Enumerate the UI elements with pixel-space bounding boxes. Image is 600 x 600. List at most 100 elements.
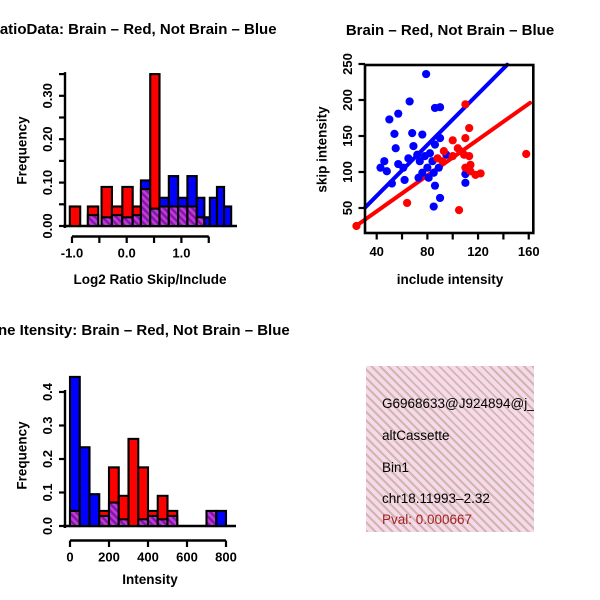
scatter-point-blue (391, 144, 400, 153)
histogram-bar (149, 73, 161, 228)
y-tick-label: 0.0 (40, 517, 55, 535)
y-tick-label: 0.20 (40, 127, 55, 152)
scatter-point-blue (405, 97, 414, 106)
x-tick-label: 160 (518, 244, 540, 259)
ratio-histogram-ylabel: Frequency (14, 116, 30, 185)
scatter-point-red (448, 136, 457, 145)
scatter-point-blue (400, 175, 409, 185)
ratio-histogram-xlabel: Log2 Ratio Skip/Include (73, 272, 227, 287)
histogram-overlap-bar (86, 214, 100, 228)
histogram-bar (127, 437, 140, 528)
scatter-point-blue (394, 109, 403, 118)
scatter-ylabel: skip intensity (314, 106, 330, 193)
ratio-histogram-title: RatioData: Brain – Red, Not Brain – Blue (0, 21, 277, 38)
x-tick-label: 0 (66, 550, 73, 565)
scatter-point-blue (429, 202, 438, 211)
histogram-overlap-bar (137, 518, 150, 528)
bin-text: Bin1 (382, 460, 410, 475)
scatter-point-red (438, 157, 447, 166)
histogram-overlap-bar (131, 214, 142, 228)
gene-intensity-histogram-xlabel: Intensity (122, 572, 178, 587)
y-tick-label: 0.10 (40, 170, 55, 195)
y-tick-label: 100 (340, 161, 355, 183)
x-tick-label: 120 (467, 244, 489, 259)
histogram-bar (208, 196, 219, 228)
x-tick-label: 800 (215, 550, 237, 565)
scatter-point-blue (415, 157, 424, 166)
scatter-point-red (352, 221, 361, 231)
histogram-overlap-bar (68, 509, 81, 528)
scatter-point-blue (409, 141, 418, 151)
gene-intensity-histogram-plot: 0.0 0.1 0.2 0.3 0.4 0 200 400 600 800 (40, 375, 237, 565)
histogram-bar (137, 466, 150, 528)
event-type-text: altCassette (382, 428, 450, 443)
scatter-point-red (448, 152, 457, 161)
x-tick-label: 600 (176, 550, 198, 565)
gene-annotation-box: G6968633@J924894@j_ altCassette Bin1 chr… (366, 366, 534, 532)
panel-gene-intensity-histogram: 0.0 0.1 0.2 0.3 0.4 0 200 400 600 800 Gene Itensi… (0, 300, 300, 600)
scatter-point-blue (414, 173, 423, 182)
scatter-point-blue (382, 167, 391, 176)
scatter-point-blue (461, 178, 470, 187)
histogram-overlap-bar (195, 216, 206, 228)
histogram-overlap-bar (149, 207, 161, 228)
histogram-overlap-bar (186, 205, 198, 228)
histogram-overlap-bar (177, 205, 189, 228)
x-tick-label: 200 (98, 550, 120, 565)
gene-intensity-histogram-ylabel: Frequency (14, 421, 30, 490)
scatter-point-red (454, 206, 464, 215)
scatter-point-red (465, 152, 474, 161)
scatter-point-blue (425, 149, 435, 158)
scatter-point-blue (385, 115, 394, 124)
scatter-title: Brain – Red, Not Brain – Blue (345, 22, 555, 39)
scatter-point-blue (404, 154, 413, 163)
y-tick-label: 0.1 (40, 483, 55, 501)
scatter-point-blue (422, 69, 431, 79)
scatter-point-red (465, 123, 474, 133)
y-tick-label: 0.00 (40, 213, 55, 238)
plot-box (363, 63, 535, 235)
y-tick-label: 200 (340, 89, 355, 111)
x-tick-label: -1.0 (61, 246, 83, 261)
histogram-overlap-bar (146, 514, 159, 528)
scatter-point-blue (429, 168, 438, 177)
scatter-point-blue (408, 129, 417, 138)
y-tick-label: 50 (340, 201, 355, 215)
scatter-point-blue (430, 140, 440, 149)
scatter-point-blue (418, 130, 427, 139)
histogram-bar (215, 509, 228, 528)
scatter-point-blue (434, 163, 443, 172)
pval-text: Pval: 0.000667 (382, 512, 473, 527)
histogram-bar (223, 205, 233, 228)
intensity-scatter-plot: 40 80 120 160 50 100 150 200 250 (340, 53, 540, 259)
histogram-bar (88, 493, 101, 528)
scatter-point-red (439, 147, 448, 156)
histogram-overlap-bar (98, 514, 111, 528)
gene-id-text: G6968633@J924894@j_ (382, 396, 534, 411)
scatter-point-blue (390, 129, 399, 138)
x-tick-label: 80 (420, 244, 434, 259)
scatter-point-blue (424, 173, 433, 182)
panel-annotation: G6968633@J924894@j_ altCassette Bin1 chr… (300, 300, 600, 600)
histogram-overlap-bar (121, 216, 134, 228)
y-tick-label: 0.30 (40, 83, 55, 108)
scatter-point-red (461, 100, 470, 109)
scatter-point-red (476, 169, 485, 178)
scatter-point-blue (430, 181, 440, 190)
scatter-point-red (403, 198, 412, 208)
y-tick-label: 150 (340, 125, 355, 147)
panel-ratio-histogram: 0.00 0.10 0.20 0.30 -1.0 0.0 1.0 RatioData: Br… (0, 0, 300, 300)
x-tick-label: 400 (137, 550, 159, 565)
y-tick-label: 0.3 (40, 416, 55, 434)
scatter-point-blue (387, 179, 397, 188)
scatter-point-blue (413, 150, 422, 159)
histogram-overlap-bar (100, 216, 113, 228)
y-tick-label: 0.2 (40, 450, 55, 468)
histogram-overlap-bar (139, 188, 152, 228)
scatter-point-blue (380, 157, 389, 166)
scatter-point-red (461, 134, 470, 143)
histogram-overlap-bar (158, 205, 170, 228)
scatter-point-blue (376, 163, 385, 172)
ratio-histogram-plot: 0.00 0.10 0.20 0.30 -1.0 0.0 1.0 (40, 72, 237, 261)
